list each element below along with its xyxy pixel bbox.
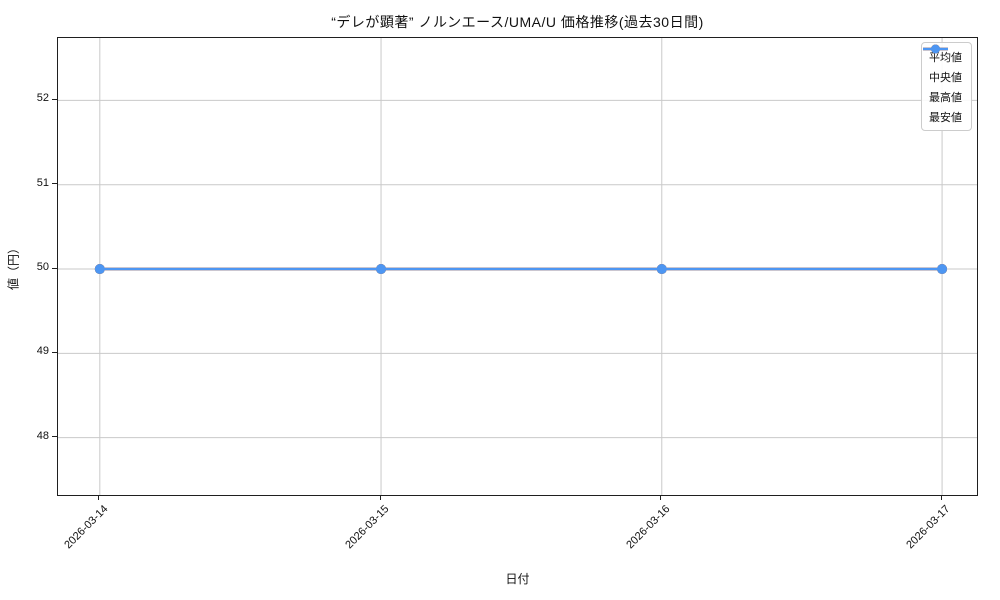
y-tick-mark <box>52 183 57 185</box>
x-tick-mark <box>940 495 942 500</box>
legend-label: 平均値 <box>929 51 962 64</box>
data-point-marker <box>376 264 387 275</box>
y-tick-mark <box>52 98 57 100</box>
y-tick-mark <box>52 436 57 438</box>
legend-item: 中央値 <box>923 44 962 85</box>
y-tick-label: 50 <box>36 261 49 274</box>
plot-area: 平均値中央値最高値最安値 <box>57 37 978 496</box>
legend-label: 最高値 <box>929 91 962 104</box>
y-tick-mark <box>52 267 57 269</box>
x-axis-title: 日付 <box>505 572 530 586</box>
legend-item: 最安値 <box>923 44 962 125</box>
y-tick-label: 49 <box>36 345 49 358</box>
y-tick-mark <box>52 351 57 353</box>
legend-label: 中央値 <box>929 71 962 84</box>
legend: 平均値中央値最高値最安値 <box>921 42 972 131</box>
y-tick-label: 51 <box>36 176 49 189</box>
y-tick-label: 52 <box>36 92 49 105</box>
x-tick-mark <box>98 495 100 500</box>
data-point-marker <box>937 264 948 275</box>
data-point-marker <box>656 264 667 275</box>
legend-swatch-line-marker-icon <box>923 44 948 54</box>
legend-label: 最安値 <box>929 111 962 124</box>
chart-title: “デレが顕著” ノルンエース/UMA/U 価格推移(過去30日間) <box>331 14 704 30</box>
plot-canvas <box>58 38 977 495</box>
x-tick-mark <box>379 495 381 500</box>
y-tick-label: 48 <box>36 429 49 442</box>
data-point-marker <box>94 264 105 275</box>
x-tick-mark <box>660 495 662 500</box>
legend-item: 最高値 <box>923 44 962 105</box>
